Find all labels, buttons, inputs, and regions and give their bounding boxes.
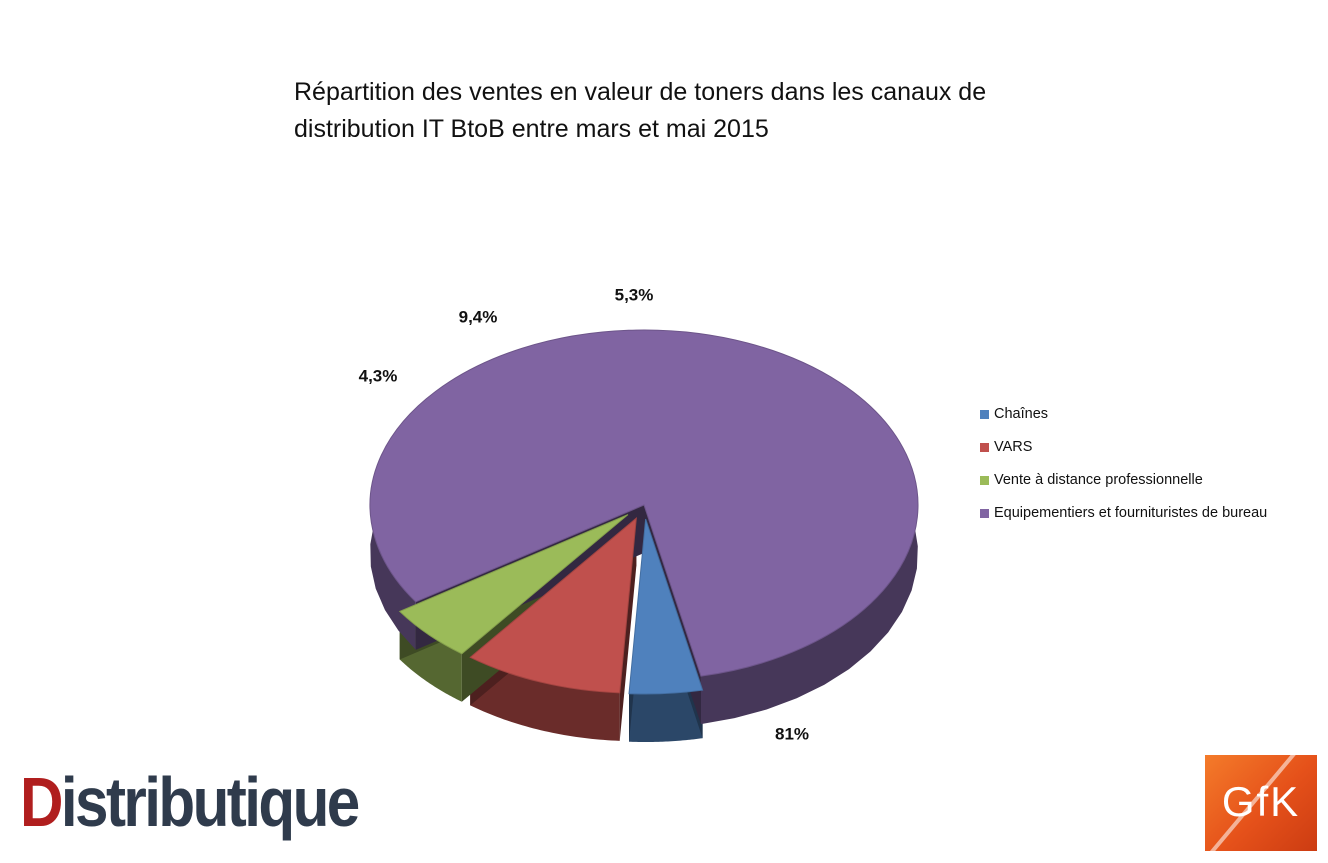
pie-slice-vente-distance-professionnelle <box>398 514 629 655</box>
pie-label-vente-distance-professionnelle: 5,3% <box>615 285 654 304</box>
pie-data-labels: 4,3% 9,4% 5,3% 81% <box>359 285 809 743</box>
legend-label-chaines: Chaînes <box>994 406 1049 422</box>
distributique-logo-rest: istributique <box>60 763 360 841</box>
chart-title-line-1: Répartition des ventes en valeur de tone… <box>294 78 987 106</box>
legend-item-vars: VARS <box>980 436 1320 458</box>
pie-slice-vars <box>469 517 637 694</box>
legend-swatch-vars <box>980 442 989 452</box>
chart-title: Répartition des ventes en valeur de tone… <box>294 74 1094 148</box>
distributique-logo: Distributique <box>20 752 360 852</box>
chart-legend: Chaînes VARS Vente à distance profession… <box>980 403 1320 535</box>
legend-swatch-vente-distance <box>980 475 989 485</box>
pie-edge-vars-0 <box>619 518 637 741</box>
legend-swatch-equipementiers <box>980 508 989 518</box>
gfk-logo: GfK <box>1205 755 1317 851</box>
pie-slices <box>369 329 919 695</box>
legend-label-vars: VARS <box>994 439 1033 455</box>
pie-label-cha-nes: 4,3% <box>359 366 398 385</box>
legend-label-equipementiers: Equipementiers et fournituristes de bure… <box>994 505 1268 521</box>
pie-slice-equipementiers-et-fournituristes-de-bureau <box>369 329 919 677</box>
legend-item-vente-distance: Vente à distance professionnelle <box>980 469 1320 491</box>
legend-label-vente-distance: Vente à distance professionnelle <box>994 472 1203 488</box>
distributique-logo-initial: D <box>20 763 63 841</box>
pie-label-vars: 9,4% <box>459 307 498 326</box>
pie-slice-cha-nes <box>628 518 704 695</box>
gfk-logo-text: GfK <box>1221 778 1301 825</box>
pie-side-cha-nes <box>629 690 703 743</box>
legend-item-chaines: Chaînes <box>980 403 1320 425</box>
legend-item-equipementiers: Equipementiers et fournituristes de bure… <box>980 502 1320 524</box>
pie-label-equipementiers-et-fournituristes-de-bureau: 81% <box>775 724 809 743</box>
pie-side-vars <box>470 657 620 741</box>
chart-title-line-2: distribution IT BtoB entre mars et mai 2… <box>294 115 769 143</box>
legend-swatch-chaines <box>980 409 989 419</box>
